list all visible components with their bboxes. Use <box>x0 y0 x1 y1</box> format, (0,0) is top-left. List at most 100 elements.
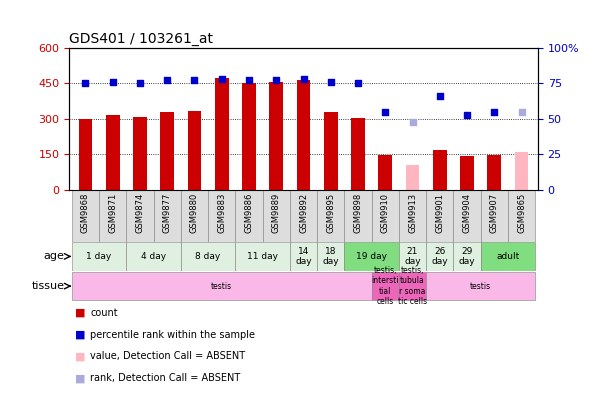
Text: tissue: tissue <box>31 281 64 291</box>
Bar <box>188 111 201 190</box>
Bar <box>297 80 310 190</box>
Bar <box>426 242 453 271</box>
Point <box>162 77 172 84</box>
Bar <box>181 242 236 271</box>
Bar <box>290 242 317 271</box>
Point <box>435 93 445 99</box>
Text: GSM9877: GSM9877 <box>163 192 172 233</box>
Text: GSM9880: GSM9880 <box>190 192 199 233</box>
Text: GSM9871: GSM9871 <box>108 192 117 233</box>
Point <box>217 76 227 82</box>
Text: GSM9874: GSM9874 <box>135 192 144 233</box>
Bar <box>263 190 290 242</box>
Bar <box>344 190 371 242</box>
Bar <box>371 272 399 300</box>
Point <box>244 77 254 84</box>
Text: value, Detection Call = ABSENT: value, Detection Call = ABSENT <box>90 351 245 362</box>
Bar <box>242 83 256 190</box>
Bar <box>487 155 501 190</box>
Text: 1 day: 1 day <box>87 252 112 261</box>
Bar <box>344 242 399 271</box>
Text: GSM9901: GSM9901 <box>435 192 444 233</box>
Bar <box>236 242 290 271</box>
Point <box>353 80 363 86</box>
Bar <box>514 152 528 190</box>
Bar <box>399 190 426 242</box>
Point <box>407 118 417 125</box>
Text: testis,
tubula
r soma
tic cells: testis, tubula r soma tic cells <box>398 266 427 306</box>
Point <box>81 80 90 86</box>
Bar <box>269 82 283 190</box>
Text: GSM9904: GSM9904 <box>463 192 472 233</box>
Point <box>517 109 526 115</box>
Text: GSM9895: GSM9895 <box>326 192 335 233</box>
Point <box>462 111 472 118</box>
Text: GSM9889: GSM9889 <box>272 192 281 233</box>
Point <box>489 109 499 115</box>
Point <box>299 76 308 82</box>
Text: testis: testis <box>211 282 233 291</box>
Bar <box>453 242 481 271</box>
Text: GSM9907: GSM9907 <box>490 192 499 233</box>
Bar <box>481 242 535 271</box>
Text: 29
day: 29 day <box>459 247 475 266</box>
Text: count: count <box>90 308 118 318</box>
Point <box>135 80 145 86</box>
Bar <box>133 117 147 190</box>
Text: 8 day: 8 day <box>195 252 221 261</box>
Bar <box>79 119 93 190</box>
Bar <box>399 272 426 300</box>
Bar <box>481 190 508 242</box>
Text: GSM9892: GSM9892 <box>299 192 308 233</box>
Bar <box>106 114 120 190</box>
Bar <box>324 112 338 190</box>
Text: percentile rank within the sample: percentile rank within the sample <box>90 329 255 340</box>
Text: ■: ■ <box>75 308 85 318</box>
Text: testis: testis <box>470 282 491 291</box>
Text: GSM9886: GSM9886 <box>245 192 254 233</box>
Text: age: age <box>43 251 64 261</box>
Text: GDS401 / 103261_at: GDS401 / 103261_at <box>69 32 213 46</box>
Bar <box>317 242 344 271</box>
Text: GSM9910: GSM9910 <box>381 192 390 233</box>
Bar <box>99 190 126 242</box>
Text: 21
day: 21 day <box>404 247 421 266</box>
Point <box>190 77 200 84</box>
Bar <box>426 190 453 242</box>
Text: testis,
intersti
tial
cells: testis, intersti tial cells <box>371 266 399 306</box>
Bar <box>126 242 181 271</box>
Bar <box>453 190 481 242</box>
Text: ■: ■ <box>75 351 85 362</box>
Text: 4 day: 4 day <box>141 252 166 261</box>
Point <box>326 78 335 85</box>
Bar <box>508 190 535 242</box>
Point <box>108 78 118 85</box>
Text: GSM9913: GSM9913 <box>408 192 417 233</box>
Bar <box>126 190 154 242</box>
Bar <box>72 272 371 300</box>
Bar <box>72 242 126 271</box>
Text: GSM9898: GSM9898 <box>353 192 362 233</box>
Bar <box>399 242 426 271</box>
Bar <box>160 112 174 190</box>
Text: 26
day: 26 day <box>432 247 448 266</box>
Bar <box>379 155 392 190</box>
Text: ■: ■ <box>75 373 85 383</box>
Point <box>272 77 281 84</box>
Bar <box>181 190 208 242</box>
Bar <box>215 78 228 190</box>
Text: 11 day: 11 day <box>247 252 278 261</box>
Text: ■: ■ <box>75 329 85 340</box>
Text: adult: adult <box>496 252 519 261</box>
Bar <box>371 190 399 242</box>
Text: 18
day: 18 day <box>323 247 339 266</box>
Bar <box>72 190 99 242</box>
Bar <box>426 272 535 300</box>
Bar <box>406 165 419 190</box>
Bar <box>154 190 181 242</box>
Text: GSM9868: GSM9868 <box>81 192 90 233</box>
Bar <box>208 190 236 242</box>
Bar <box>317 190 344 242</box>
Bar <box>351 118 365 190</box>
Text: GSM9883: GSM9883 <box>217 192 226 233</box>
